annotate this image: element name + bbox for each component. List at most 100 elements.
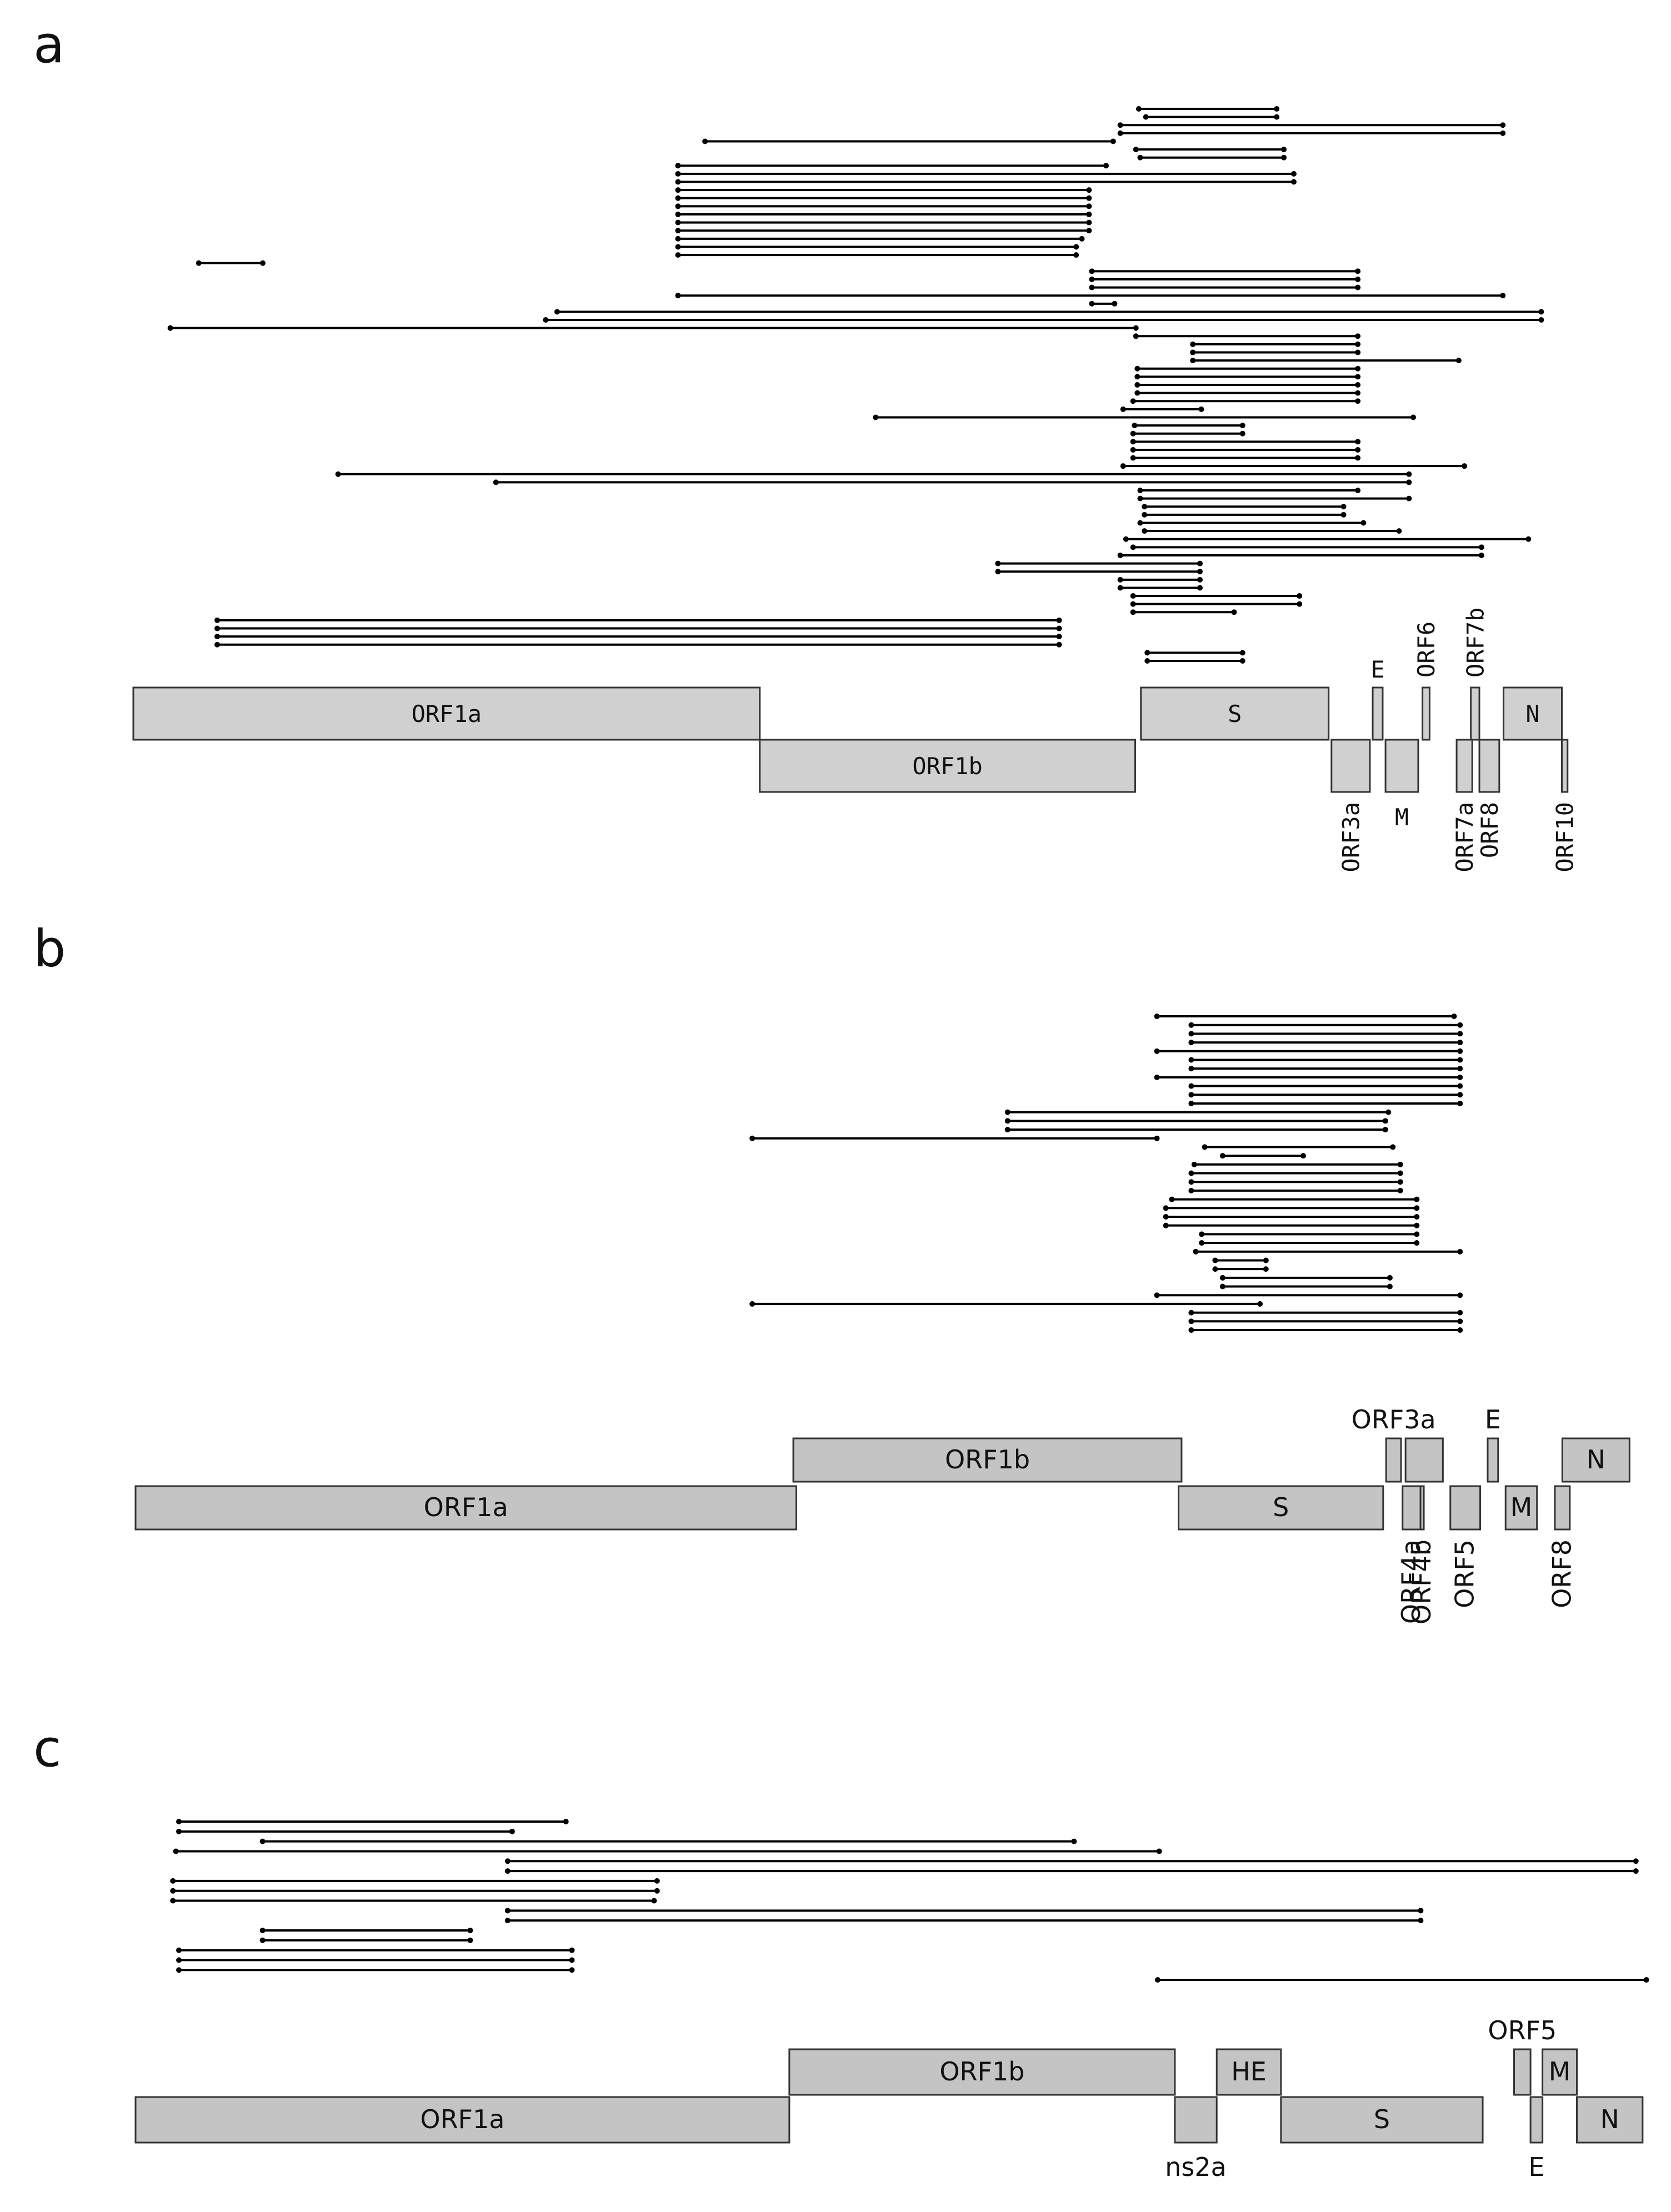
read-a-30 <box>1190 349 1361 355</box>
read-end-dot <box>1263 1266 1269 1272</box>
gene-box <box>788 2048 1176 2096</box>
read-a-59 <box>1117 585 1203 591</box>
read-start-dot <box>1135 106 1142 112</box>
read-start-dot <box>1169 1196 1175 1202</box>
read-a-15 <box>675 228 1092 234</box>
read-start-dot <box>504 1858 511 1864</box>
read-end-dot <box>1086 228 1092 234</box>
read-c-12 <box>259 1937 473 1943</box>
gene-label: ORF1a <box>424 1492 508 1522</box>
read-end-dot <box>1239 430 1245 437</box>
read-b-18 <box>1188 1170 1403 1176</box>
read-end-dot <box>1071 1838 1077 1844</box>
read-start-dot <box>1004 1109 1010 1115</box>
read-start-dot <box>543 317 549 323</box>
gene-box <box>1487 1437 1499 1483</box>
read-start-dot <box>1130 609 1136 615</box>
read-end-dot <box>1086 219 1092 225</box>
panel-letter-c: c <box>33 1719 62 1778</box>
read-a-12 <box>675 203 1092 209</box>
read-start-dot <box>1212 1266 1218 1272</box>
gene-box <box>1280 2096 1484 2144</box>
read-end-dot <box>1397 1161 1403 1167</box>
read-a-22 <box>1089 284 1361 290</box>
gene-b-e: E <box>1485 1405 1501 1483</box>
read-start-dot <box>1188 1327 1194 1333</box>
read-end-dot <box>1414 1213 1420 1220</box>
gene-label: E <box>1370 656 1384 683</box>
read-c-4 <box>504 1858 1639 1864</box>
read-b-27 <box>1193 1248 1463 1255</box>
gene-a-orf8: ORF8 <box>1476 739 1503 858</box>
read-b-11 <box>1004 1109 1392 1115</box>
read-end-dot <box>1239 658 1245 664</box>
read-a-27 <box>167 325 1139 331</box>
gene-c-n: N <box>1576 2096 1644 2144</box>
read-a-32 <box>1134 365 1361 372</box>
read-start-dot <box>675 187 681 193</box>
read-end-dot <box>1281 154 1287 160</box>
gene-label: M <box>1395 804 1409 831</box>
read-b-31 <box>1219 1283 1393 1290</box>
read-end-dot <box>1457 1040 1463 1046</box>
read-b-33 <box>749 1301 1263 1307</box>
read-end-dot <box>1385 1109 1392 1115</box>
read-a-57 <box>995 569 1203 575</box>
panel-c: c ORF1a ORF1b ns2a HE S ORF5 E MN <box>33 1719 1649 2182</box>
read-start-dot <box>1154 1292 1160 1298</box>
gene-b-s: S <box>1178 1485 1384 1531</box>
read-c-3 <box>173 1848 1162 1854</box>
gene-b-m: M <box>1504 1485 1538 1531</box>
read-end-dot <box>1355 488 1361 494</box>
read-end-dot <box>1073 252 1079 258</box>
read-start-dot <box>1142 528 1148 534</box>
read-a-5 <box>1133 147 1287 153</box>
read-end-dot <box>1406 495 1412 501</box>
read-c-6 <box>170 1878 660 1884</box>
gene-box <box>1385 1437 1402 1483</box>
read-start-dot <box>1144 658 1150 664</box>
read-start-dot <box>1219 1283 1225 1290</box>
read-end-dot <box>1414 1222 1420 1228</box>
read-end-dot <box>1274 114 1280 120</box>
read-start-dot <box>554 309 560 315</box>
read-end-dot <box>1457 1083 1463 1089</box>
read-a-13 <box>675 212 1092 218</box>
read-end-dot <box>1086 195 1092 201</box>
read-start-dot <box>1190 341 1196 347</box>
read-end-dot <box>1500 122 1506 128</box>
gene-a-m: M <box>1384 739 1419 831</box>
read-a-19 <box>196 260 266 266</box>
read-end-dot <box>1457 1092 1463 1098</box>
gene-box <box>1422 686 1430 741</box>
read-start-dot <box>1143 114 1149 120</box>
read-start-dot <box>1188 1040 1194 1046</box>
read-start-dot <box>873 414 879 420</box>
gene-a-orf3a: ORF3a <box>1330 739 1371 872</box>
read-end-dot <box>569 1947 575 1953</box>
gene-b-n: N <box>1561 1437 1630 1483</box>
gene-c-he: HE <box>1215 2048 1282 2096</box>
read-end-dot <box>1073 244 1079 250</box>
read-start-dot <box>1190 349 1196 355</box>
read-end-dot <box>1414 1231 1420 1237</box>
read-end-dot <box>1457 1057 1463 1063</box>
read-b-16 <box>1219 1153 1307 1159</box>
read-start-dot <box>1089 268 1095 274</box>
read-end-dot <box>651 1898 657 1904</box>
read-end-dot <box>1451 1014 1457 1019</box>
read-a-54 <box>1130 544 1484 550</box>
read-start-dot <box>1130 439 1136 445</box>
read-a-23 <box>675 293 1506 299</box>
read-start-dot <box>749 1135 756 1141</box>
read-a-40 <box>1130 430 1245 437</box>
read-end-dot <box>1478 544 1484 550</box>
read-end-dot <box>467 1927 473 1933</box>
read-b-10 <box>1188 1100 1463 1106</box>
read-a-28 <box>1133 333 1361 339</box>
read-end-dot <box>1525 536 1532 542</box>
read-start-dot <box>1188 1187 1194 1193</box>
gene-label: ORF5 <box>1450 1539 1480 1608</box>
read-b-2 <box>1188 1031 1463 1037</box>
